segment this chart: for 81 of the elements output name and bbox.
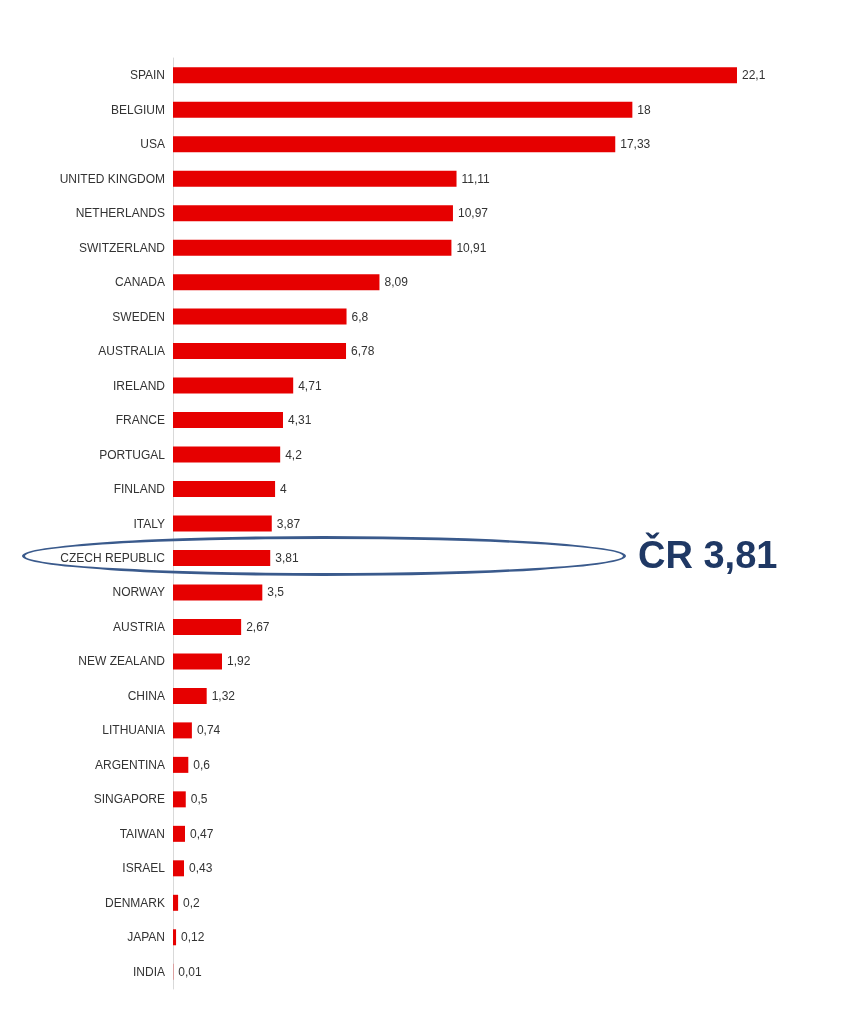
data-label: 4,2 — [285, 447, 303, 462]
y-tick-label: NEW ZEALAND — [78, 654, 166, 669]
bar — [173, 549, 271, 566]
bar — [173, 446, 281, 463]
bar — [173, 894, 179, 911]
y-tick-label: JAPAN — [127, 930, 165, 945]
data-label: 8,09 — [384, 275, 409, 290]
data-label: 18 — [637, 102, 652, 117]
bar — [173, 67, 737, 84]
y-tick-label: FINLAND — [113, 482, 166, 497]
y-tick-label: CHINA — [127, 688, 165, 703]
bar — [173, 170, 457, 187]
bar — [173, 722, 192, 739]
bar — [173, 825, 185, 842]
y-tick-label: USA — [140, 137, 165, 152]
bar — [173, 756, 189, 773]
data-label: 0,01 — [178, 964, 202, 979]
bar — [173, 860, 184, 877]
data-label: 2,67 — [246, 619, 270, 634]
bar — [173, 343, 347, 360]
data-label: 0,6 — [193, 757, 211, 772]
data-label: 0,2 — [183, 895, 201, 910]
data-label: 22,1 — [741, 68, 766, 83]
data-label: 10,97 — [457, 206, 489, 221]
bar — [173, 136, 616, 153]
data-label: 0,74 — [196, 723, 221, 738]
data-label: 4,31 — [287, 413, 312, 428]
y-tick-label: NETHERLANDS — [75, 206, 165, 221]
bar — [173, 412, 283, 429]
bar — [173, 618, 242, 635]
y-tick-label: ARGENTINA — [94, 757, 165, 772]
y-tick-label: SPAIN — [129, 68, 165, 83]
data-label: 4,71 — [298, 378, 322, 393]
bar — [173, 687, 207, 704]
data-label: 6,78 — [351, 344, 375, 359]
data-label: 4 — [280, 482, 288, 497]
bar — [173, 377, 294, 394]
data-label: 1,32 — [211, 688, 236, 703]
y-tick-label: INDIA — [132, 964, 165, 979]
bar — [173, 274, 380, 291]
bar — [173, 481, 276, 498]
y-tick-label: CZECH REPUBLIC — [60, 550, 166, 565]
data-label: 11,11 — [461, 171, 491, 186]
data-label: 0,5 — [190, 792, 208, 807]
bar — [173, 584, 263, 601]
y-tick-label: DENMARK — [104, 895, 165, 910]
bar — [173, 929, 177, 946]
bar — [173, 205, 453, 222]
bar — [173, 101, 633, 118]
y-tick-label: SWITZERLAND — [78, 240, 166, 255]
data-label: 0,43 — [188, 861, 213, 876]
data-label: 17,33 — [620, 137, 651, 152]
y-tick-label: ISRAEL — [122, 861, 166, 876]
bar — [173, 515, 272, 532]
data-label: 0,12 — [181, 930, 205, 945]
bar — [173, 791, 186, 808]
data-label: 10,91 — [456, 240, 487, 255]
y-tick-label: FRANCE — [115, 413, 165, 428]
y-tick-label: AUSTRIA — [112, 619, 165, 634]
y-tick-label: SWEDEN — [112, 309, 165, 324]
data-label: 0,47 — [189, 826, 214, 841]
annotation: ČR 3,81 — [638, 533, 778, 577]
data-label: 3,81 — [275, 550, 299, 565]
data-label: 3,5 — [267, 585, 285, 600]
y-tick-label: AUSTRALIA — [98, 344, 165, 359]
data-label: 3,87 — [276, 516, 301, 531]
y-tick-label: ITALY — [133, 516, 165, 531]
y-tick-label: NORWAY — [112, 585, 165, 600]
y-tick-label: LITHUANIA — [102, 723, 165, 738]
y-tick-label: IRELAND — [112, 378, 166, 393]
y-tick-label: CANADA — [114, 275, 165, 290]
data-label: 6,8 — [351, 309, 369, 324]
y-tick-label: TAIWAN — [119, 826, 165, 841]
bar — [173, 239, 452, 256]
bar — [173, 653, 222, 670]
data-label: 1,92 — [227, 654, 251, 669]
y-tick-label: SINGAPORE — [93, 792, 165, 807]
y-tick-label: BELGIUM — [110, 102, 165, 117]
bar — [173, 308, 347, 325]
y-tick-label: PORTUGAL — [99, 447, 166, 462]
y-tick-label: UNITED KINGDOM — [59, 171, 165, 186]
